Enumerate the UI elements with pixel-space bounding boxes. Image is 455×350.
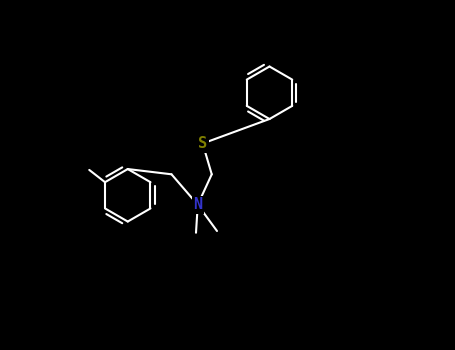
Text: N: N: [193, 197, 202, 212]
Text: S: S: [198, 136, 207, 151]
